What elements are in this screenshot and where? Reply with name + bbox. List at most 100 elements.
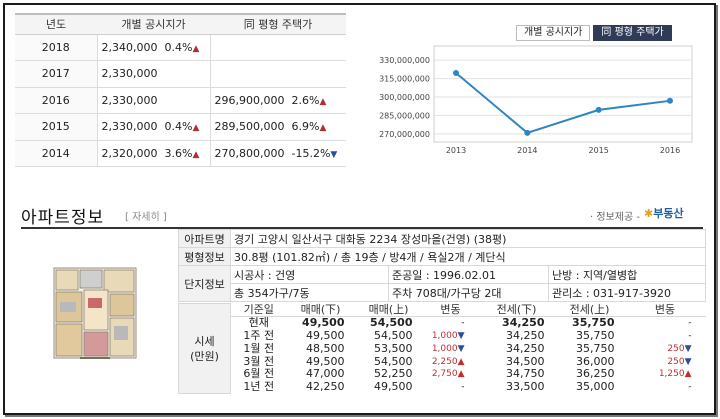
col-jeonse-low: 전세(下) bbox=[478, 303, 555, 317]
sale-change-cell: 2,750▲ bbox=[423, 368, 479, 381]
plot-area bbox=[433, 45, 693, 143]
individual-price: 2,330,000 bbox=[101, 67, 158, 81]
sale-change-value: 2,750 bbox=[431, 369, 458, 380]
jeonse-high-cell: 35,750 bbox=[572, 316, 615, 330]
same-size-price: 289,500,000 bbox=[214, 120, 285, 134]
individual-price: 2,320,000 bbox=[101, 146, 158, 160]
sale-change-arrow-icon: ▲ bbox=[457, 369, 465, 380]
col-date: 기준일 bbox=[230, 303, 287, 317]
size-value: 30.8평 (101.82㎡) / 총 19층 / 방4개 / 욕실2개 / 계… bbox=[230, 247, 706, 266]
jeonse-change-arrow-icon: ▼ bbox=[684, 356, 692, 367]
jeonse-change-value: 250 bbox=[667, 343, 685, 354]
jeonse-change-cell: - bbox=[625, 381, 706, 394]
households-value: 총 354가구/7동 bbox=[230, 283, 389, 302]
market-price-row: 1월 전 48,500 53,500 1,000▼ 34,250 35,750 250▼ bbox=[179, 342, 706, 355]
star-icon: ✱ bbox=[644, 207, 654, 220]
sale-high-cell: 54,500 bbox=[374, 354, 413, 368]
series-line bbox=[455, 72, 671, 134]
same-size-price: 270,800,000 bbox=[214, 146, 285, 160]
price-line-chart: 330,000,000 315,000,000 300,000,000 285,000… bbox=[379, 45, 693, 155]
sale-low-cell: 48,500 bbox=[306, 341, 345, 355]
jeonse-low-cell: 34,750 bbox=[506, 367, 545, 381]
jeonse-low-cell: 34,250 bbox=[502, 316, 545, 330]
price-history-row: 2017 2,330,000 bbox=[15, 60, 346, 88]
tab-same-size-price[interactable]: 同 평형 주택가 bbox=[593, 25, 672, 41]
jeonse-change-cell: 250▼ bbox=[625, 342, 706, 355]
market-price-row: 현재 49,500 54,500 - 34,250 35,750 - bbox=[179, 316, 706, 329]
sale-low-cell: 49,500 bbox=[306, 354, 345, 368]
col-jeonse-high: 전세(上) bbox=[554, 303, 625, 317]
price-history-table: 년도 개별 공시지가 同 평형 주택가 2018 2,340,000 0.4%▲ … bbox=[15, 13, 346, 167]
col-same-size-price: 同 평형 주택가 bbox=[210, 13, 346, 35]
tab-individual-price[interactable]: 개별 공시지가 bbox=[516, 25, 591, 41]
floor-plan-image bbox=[53, 267, 137, 359]
individual-change-arrow-icon: ▲ bbox=[192, 149, 200, 160]
sale-change-cell: 2,250▲ bbox=[423, 355, 479, 368]
individual-change: 3.6% bbox=[164, 146, 193, 160]
date-cell: 1주 전 bbox=[243, 328, 275, 342]
price-history-row: 2014 2,320,000 3.6%▲ 270,800,000 -15.2%▼ bbox=[15, 140, 346, 167]
jeonse-low-cell: 33,500 bbox=[506, 380, 545, 394]
sale-high-cell: 53,500 bbox=[374, 341, 413, 355]
jeonse-change-cell: 250▼ bbox=[625, 355, 706, 368]
price-history-row: 2018 2,340,000 0.4%▲ bbox=[15, 34, 346, 61]
price-history-row: 2016 2,330,000 296,900,000 2.6%▲ bbox=[15, 87, 346, 114]
section-divider bbox=[21, 227, 703, 229]
col-year: 년도 bbox=[15, 13, 97, 35]
same-size-price-cell: 296,900,000 2.6%▲ bbox=[209, 87, 346, 114]
sale-change-value: 2,250 bbox=[431, 356, 458, 367]
sale-high-cell: 52,250 bbox=[374, 367, 413, 381]
jeonse-change-value: - bbox=[688, 382, 692, 393]
complex-label: 단지정보 bbox=[178, 265, 231, 302]
parking-value: 주차 708대/가구당 2대 bbox=[388, 283, 549, 302]
jeonse-high-cell: 36,250 bbox=[576, 367, 615, 381]
col-individual-price: 개별 공시지가 bbox=[97, 13, 210, 35]
individual-change-arrow-icon: ▲ bbox=[192, 43, 200, 54]
individual-change: 0.4% bbox=[164, 120, 193, 134]
same-size-price: 296,900,000 bbox=[214, 93, 285, 107]
individual-price-cell: 2,320,000 3.6%▲ bbox=[96, 140, 210, 167]
jeonse-change-value: 250 bbox=[667, 356, 685, 367]
same-size-price-cell: 270,800,000 -15.2%▼ bbox=[209, 140, 346, 167]
x-tick-label: 2013 bbox=[446, 146, 466, 155]
col-sale-high: 매매(上) bbox=[354, 303, 423, 317]
y-tick-label: 300,000,000 bbox=[379, 93, 430, 102]
market-price-row: 3월 전 49,500 54,500 2,250▲ 34,500 36,000 250▼ bbox=[179, 355, 706, 368]
individual-price-cell: 2,330,000 bbox=[96, 87, 210, 114]
same-size-change-arrow-icon: ▲ bbox=[319, 96, 327, 107]
data-point bbox=[453, 70, 459, 77]
y-tick-label: 315,000,000 bbox=[379, 75, 430, 84]
chart-tabs: 개별 공시지가 同 평형 주택가 bbox=[516, 25, 672, 41]
market-price-row: 1주 전 49,500 54,500 1,000▼ 34,250 35,750 - bbox=[179, 329, 706, 342]
section-title: 아파트정보 bbox=[21, 208, 105, 228]
size-label: 평형정보 bbox=[178, 247, 231, 266]
sale-change-value: 1,000 bbox=[431, 330, 458, 341]
individual-price-cell: 2,340,000 0.4%▲ bbox=[96, 34, 210, 61]
market-price-row: 6월 전 47,000 52,250 2,750▲ 34,750 36,250 1,250▲ bbox=[179, 368, 706, 381]
completion-value: 준공일 : 1996.02.01 bbox=[388, 265, 549, 284]
y-tick-label: 270,000,000 bbox=[379, 130, 430, 139]
x-tick-label: 2014 bbox=[517, 146, 537, 155]
market-price-row: 1년 전 42,250 49,500 - 33,500 35,000 - bbox=[179, 381, 706, 394]
data-point bbox=[667, 97, 673, 104]
builder-value: 시공사 : 건영 bbox=[230, 265, 389, 284]
date-cell: 1년 전 bbox=[243, 380, 275, 394]
jeonse-low-cell: 34,250 bbox=[506, 328, 545, 342]
individual-price-cell: 2,330,000 bbox=[96, 60, 210, 88]
jeonse-high-cell: 36,000 bbox=[576, 354, 615, 368]
date-cell: 1월 전 bbox=[243, 341, 275, 355]
sale-change-cell: - bbox=[423, 381, 479, 394]
sale-change-cell: - bbox=[423, 316, 479, 329]
y-tick-label: 285,000,000 bbox=[379, 111, 430, 120]
sale-change-arrow-icon: ▼ bbox=[457, 330, 465, 341]
year-cell: 2014 bbox=[15, 140, 97, 167]
sale-low-cell: 49,500 bbox=[306, 328, 345, 342]
sale-high-cell: 54,500 bbox=[374, 328, 413, 342]
year-cell: 2016 bbox=[15, 87, 97, 114]
brand-logo: ✱부동산 bbox=[644, 205, 684, 221]
price-side-label: 시세 (만원) bbox=[178, 302, 231, 395]
individual-change: 0.4% bbox=[164, 40, 193, 54]
individual-price: 2,340,000 bbox=[101, 40, 158, 54]
detail-link[interactable]: [ 자세히 ] bbox=[125, 212, 167, 223]
same-size-change: 2.6% bbox=[291, 93, 320, 107]
